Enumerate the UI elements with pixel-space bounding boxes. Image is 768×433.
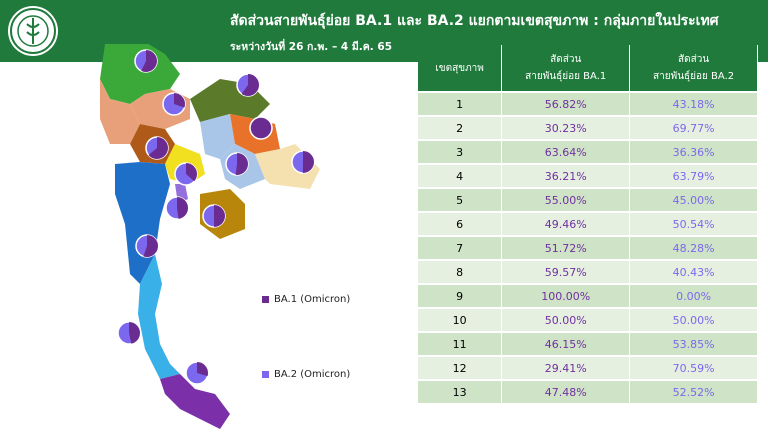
- cell-ba2: 50.00%: [629, 307, 758, 332]
- cell-region: 5: [418, 187, 503, 212]
- legend-ba1-label: BA.1 (Omicron): [274, 294, 351, 305]
- cell-region: 6: [418, 211, 503, 236]
- cell-region: 4: [418, 163, 503, 188]
- pie-region-2: [162, 92, 186, 116]
- ba1-swatch-icon: [262, 296, 269, 303]
- table-header-row: เขตสุขภาพ สัดส่วน สายพันธุ์ย่อย BA.1 สัด…: [418, 45, 758, 92]
- pie-region-5: [135, 234, 159, 258]
- table-row: 7 51.72% 48.28%: [418, 235, 758, 260]
- cell-ba2: 40.43%: [629, 259, 758, 284]
- cell-region: 7: [418, 235, 503, 260]
- cell-ba1: 46.15%: [501, 331, 631, 356]
- cell-region: 3: [418, 139, 503, 164]
- cell-ba1: 55.00%: [501, 187, 631, 212]
- region-11-shape: [138, 254, 180, 379]
- col-ba1-header: สัดส่วน สายพันธุ์ย่อย BA.1: [501, 45, 631, 92]
- cell-region: 11: [418, 331, 503, 356]
- cell-ba1: 50.00%: [501, 307, 631, 332]
- table-row: 5 55.00% 45.00%: [418, 187, 758, 212]
- cell-region: 10: [418, 307, 503, 332]
- thailand-health-region-map: [100, 44, 320, 429]
- pie-region-10: [291, 150, 315, 174]
- col-region-header: เขตสุขภาพ: [418, 45, 503, 92]
- pie-region-4: [174, 162, 198, 186]
- cell-ba1: 36.21%: [501, 163, 631, 188]
- table-row: 6 49.46% 50.54%: [418, 211, 758, 236]
- region-7-shape: [200, 114, 235, 159]
- cell-ba2: 36.36%: [629, 139, 758, 164]
- date-range: ระหว่างวันที่ 26 ก.พ. – 4 มี.ค. 65: [230, 41, 393, 53]
- region-12-shape: [160, 374, 230, 429]
- cell-ba1: 51.72%: [501, 235, 631, 260]
- ba2-swatch-icon: [262, 371, 269, 378]
- cell-region: 9: [418, 283, 503, 308]
- cell-ba2: 48.28%: [629, 235, 758, 260]
- table-row: 9 100.00% 0.00%: [418, 283, 758, 308]
- col-region-label: เขตสุขภาพ: [435, 62, 484, 74]
- col-ba1-line2: สายพันธุ์ย่อย BA.1: [525, 71, 607, 82]
- legend-ba1: BA.1 (Omicron): [262, 294, 350, 305]
- cell-ba2: 63.79%: [629, 163, 758, 188]
- pie-region-13: [165, 196, 189, 220]
- region-5-shape: [115, 162, 170, 284]
- cell-ba2: 70.59%: [629, 355, 758, 380]
- legend-ba2: BA.2 (Omicron): [262, 369, 350, 380]
- cell-region: 1: [418, 91, 503, 116]
- region-1-shape: [100, 44, 180, 104]
- cell-ba1: 47.48%: [501, 379, 631, 403]
- region-north-west-shape: [100, 79, 140, 144]
- cell-ba1: 100.00%: [501, 283, 631, 308]
- table-row: 4 36.21% 63.79%: [418, 163, 758, 188]
- table-row: 12 29.41% 70.59%: [418, 355, 758, 380]
- cell-ba1: 63.64%: [501, 139, 631, 164]
- cell-ba1: 59.57%: [501, 259, 631, 284]
- table-row: 13 47.48% 52.52%: [418, 379, 758, 403]
- pie-region-12: [185, 361, 209, 385]
- proportion-table: เขตสุขภาพ สัดส่วน สายพันธุ์ย่อย BA.1 สัด…: [418, 45, 758, 403]
- table-row: 8 59.57% 40.43%: [418, 259, 758, 284]
- table-row: 2 30.23% 69.77%: [418, 115, 758, 140]
- table-row: 3 63.64% 36.36%: [418, 139, 758, 164]
- cell-region: 12: [418, 355, 503, 380]
- cell-ba2: 69.77%: [629, 115, 758, 140]
- ministry-logo-icon: [8, 6, 58, 56]
- table-row: 11 46.15% 53.85%: [418, 331, 758, 356]
- pie-region-6: [202, 204, 226, 228]
- cell-ba1: 29.41%: [501, 355, 631, 380]
- cell-ba2: 50.54%: [629, 211, 758, 236]
- legend-ba2-label: BA.2 (Omicron): [274, 369, 351, 380]
- col-ba2-line1: สัดส่วน: [678, 54, 710, 65]
- cell-region: 13: [418, 379, 503, 403]
- cell-ba1: 30.23%: [501, 115, 631, 140]
- cell-ba1: 49.46%: [501, 211, 631, 236]
- col-ba1-line1: สัดส่วน: [550, 54, 582, 65]
- cell-region: 2: [418, 115, 503, 140]
- cell-ba2: 0.00%: [629, 283, 758, 308]
- cell-region: 8: [418, 259, 503, 284]
- cell-ba1: 56.82%: [501, 91, 631, 116]
- cell-ba2: 52.52%: [629, 379, 758, 403]
- pie-region-9: [249, 116, 273, 140]
- pie-region-3: [145, 136, 169, 160]
- cell-ba2: 53.85%: [629, 331, 758, 356]
- pie-region-7: [225, 152, 249, 176]
- pie-region-1: [134, 49, 158, 73]
- col-ba2-line2: สายพันธุ์ย่อย BA.2: [653, 71, 735, 82]
- page-title: สัดส่วนสายพันธุ์ย่อย BA.1 และ BA.2 แยกตา…: [230, 13, 719, 29]
- pie-region-8: [236, 73, 260, 97]
- pie-region-11: [117, 321, 141, 345]
- table-row: 1 56.82% 43.18%: [418, 91, 758, 116]
- cell-ba2: 45.00%: [629, 187, 758, 212]
- col-ba2-header: สัดส่วน สายพันธุ์ย่อย BA.2: [629, 45, 758, 92]
- table-row: 10 50.00% 50.00%: [418, 307, 758, 332]
- cell-ba2: 43.18%: [629, 91, 758, 116]
